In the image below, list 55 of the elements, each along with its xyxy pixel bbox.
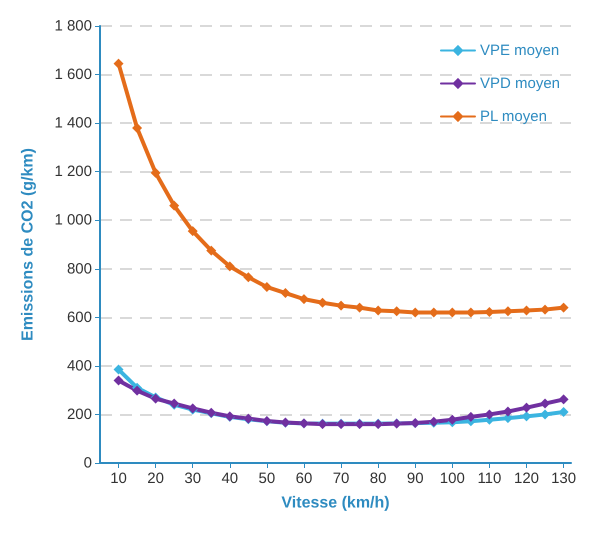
x-tick-label: 80 — [370, 470, 386, 487]
point — [558, 394, 569, 404]
x-tick-label: 40 — [221, 470, 238, 487]
y-tick-label: 600 — [66, 308, 92, 326]
point — [540, 409, 550, 420]
x-tick-label: 120 — [514, 470, 540, 487]
point — [206, 246, 216, 256]
y-tick-label: 1 800 — [54, 18, 92, 34]
point — [224, 261, 235, 272]
point — [558, 302, 569, 313]
x-tick-label: 110 — [477, 470, 502, 487]
point — [150, 168, 161, 178]
y-tick-label: 400 — [66, 357, 92, 374]
y-tick-label: 1 000 — [54, 212, 92, 229]
y-axis-title: Emissions de CO2 (g/km) — [20, 148, 36, 341]
point — [336, 300, 346, 311]
y-tick-label: 1 600 — [54, 66, 92, 84]
point — [243, 272, 254, 282]
x-tick-label: 60 — [296, 470, 312, 487]
x-tick-label: 20 — [147, 470, 164, 487]
point — [114, 58, 124, 69]
point — [114, 375, 124, 386]
x-tick-label: 90 — [406, 470, 424, 487]
point — [280, 288, 290, 298]
legend-label: VPE moyen — [480, 42, 560, 59]
x-axis-title: Vitesse (km/h) — [281, 494, 390, 512]
point — [558, 407, 569, 418]
point — [540, 398, 550, 409]
y-tick-label: 1 200 — [54, 163, 92, 180]
x-tick-label: 50 — [258, 470, 276, 487]
point — [114, 364, 124, 375]
y-tick-label: 800 — [66, 260, 92, 278]
point — [188, 226, 198, 236]
y-tick-label: 0 — [84, 454, 92, 472]
x-tick-label: 10 — [110, 470, 127, 487]
point — [132, 386, 142, 396]
y-tick-label: 200 — [66, 406, 92, 423]
point — [132, 122, 142, 133]
x-tick-label: 130 — [551, 470, 576, 487]
y-tick-label: 1 400 — [54, 114, 92, 132]
point — [502, 406, 513, 417]
x-tick-label: 70 — [332, 470, 350, 487]
x-tick-label: 100 — [440, 470, 465, 487]
point — [169, 200, 180, 211]
point — [466, 412, 476, 422]
point — [354, 302, 365, 313]
point — [298, 294, 309, 304]
x-tick-label: 30 — [184, 470, 202, 487]
point — [540, 304, 550, 315]
point — [318, 298, 328, 308]
legend-label: VPD moyen — [480, 75, 560, 92]
point — [262, 282, 272, 292]
point — [447, 414, 458, 425]
legend-label: PL moyen — [480, 108, 547, 125]
point — [521, 402, 532, 413]
